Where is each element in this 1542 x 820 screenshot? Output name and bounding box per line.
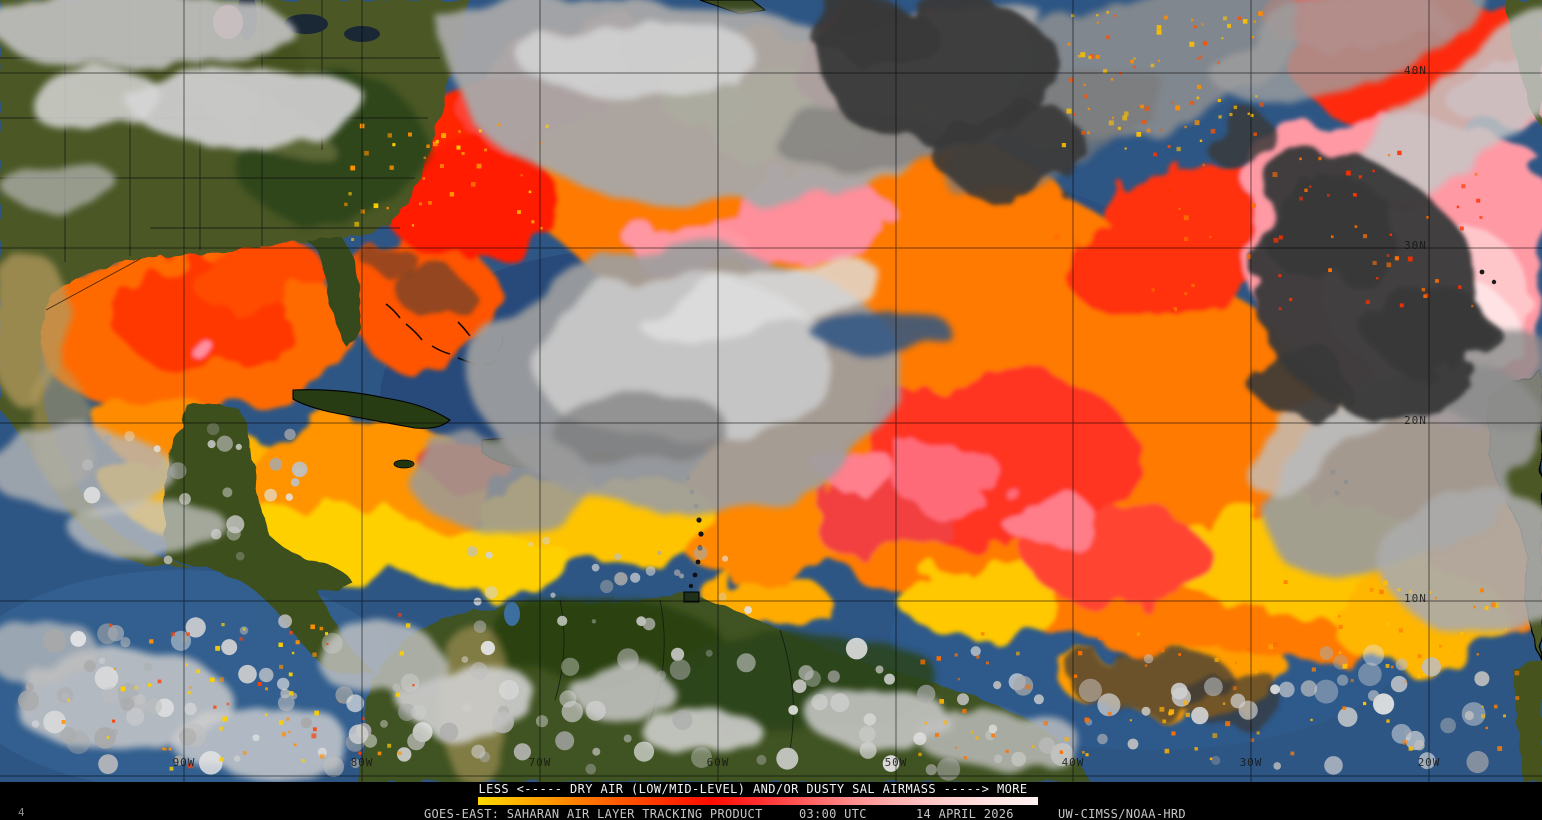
product-credit: UW-CIMSS/NOAA-HRD <box>1058 807 1186 820</box>
legend-text: LESS <----- DRY AIR (LOW/MID-LEVEL) AND/… <box>478 782 1028 796</box>
product-date: 14 APRIL 2026 <box>916 807 1014 820</box>
frame-number: 4 <box>18 806 25 819</box>
color-scale-bar <box>478 797 1038 805</box>
satellite-map: 90W 80W 70W 60W 50W 40W 30W 20W 40N 30N 20N 10N <box>0 0 1542 782</box>
product-time: 03:00 UTC <box>799 807 867 820</box>
product-title: GOES-EAST: SAHARAN AIR LAYER TRACKING PR… <box>424 807 763 820</box>
annotation-bar: LESS <----- DRY AIR (LOW/MID-LEVEL) AND/… <box>0 782 1542 820</box>
sal-speckle-layer <box>61 11 1520 771</box>
cloud-layer <box>0 0 1542 775</box>
cumulus-speckle-layer <box>18 422 1490 781</box>
latlon-grid <box>0 0 1542 782</box>
